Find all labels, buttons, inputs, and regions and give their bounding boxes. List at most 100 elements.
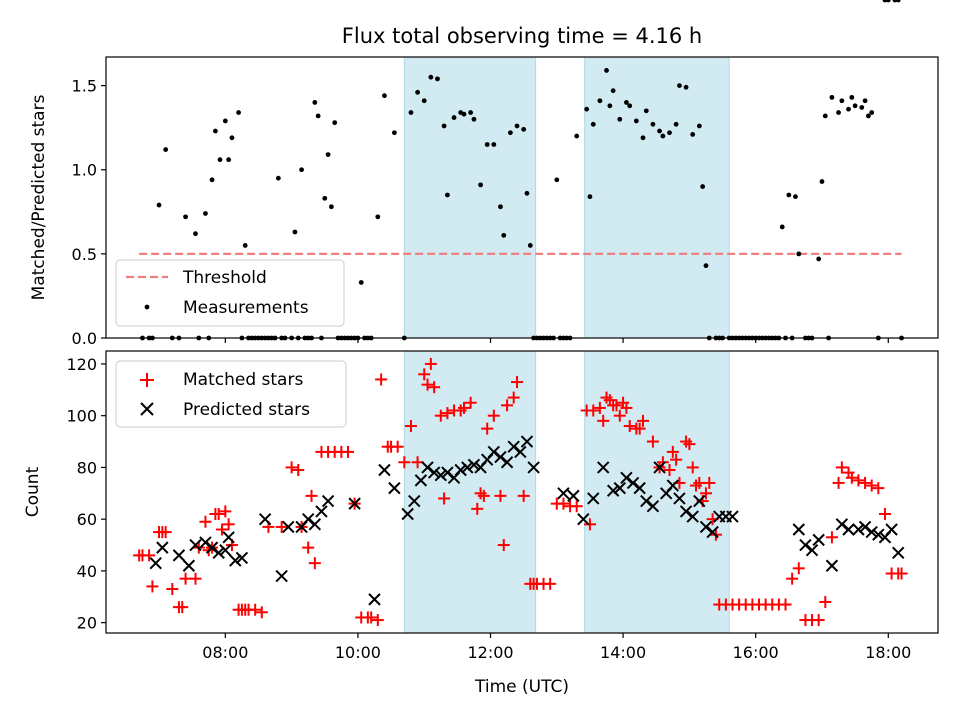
matched-star-point bbox=[365, 611, 378, 624]
matched-star-point bbox=[825, 531, 838, 544]
measurement-point bbox=[819, 179, 825, 184]
matched-star-point bbox=[424, 357, 437, 370]
measurement-point bbox=[468, 110, 474, 115]
predicted-star-point bbox=[258, 512, 272, 526]
y-tick-label: 100 bbox=[66, 407, 97, 426]
predicted-star-point bbox=[666, 479, 680, 492]
matched-star-point bbox=[517, 489, 530, 502]
predicted-star-point bbox=[149, 556, 162, 570]
measurement-point bbox=[865, 113, 871, 119]
measurement-point bbox=[836, 110, 841, 115]
measurement-point bbox=[683, 84, 689, 90]
predicted-star-point bbox=[282, 520, 295, 534]
measurement-point bbox=[491, 142, 497, 147]
measurement-point bbox=[524, 190, 530, 196]
matched-star-point bbox=[872, 482, 885, 495]
bottom-axes-frame bbox=[105, 350, 939, 634]
measurement-point bbox=[193, 231, 198, 237]
matched-star-point bbox=[434, 409, 447, 422]
matched-star-point bbox=[583, 518, 596, 531]
matched-star-point bbox=[471, 502, 484, 515]
matched-star-point bbox=[779, 598, 792, 611]
matched-star-point bbox=[819, 595, 832, 608]
x-tick-label: 08:00 bbox=[202, 643, 248, 662]
matched-star-point bbox=[501, 399, 514, 412]
matched-star-point bbox=[494, 489, 507, 502]
predicted-star-point bbox=[308, 518, 322, 531]
y-tick-label: 80 bbox=[77, 458, 97, 477]
legend-matched-label: Matched stars bbox=[183, 370, 303, 390]
predicted-star-point bbox=[348, 497, 361, 510]
measurement-point bbox=[325, 152, 331, 157]
measurement-point bbox=[375, 214, 381, 220]
measurement-point bbox=[382, 93, 387, 99]
measurement-point bbox=[358, 280, 364, 285]
measurement-point bbox=[445, 192, 450, 198]
measurement-points bbox=[140, 0, 904, 341]
bottom-legend-box bbox=[115, 360, 347, 428]
predicted-stars-points bbox=[149, 435, 905, 606]
legend-predicted-swatch bbox=[140, 402, 154, 416]
matched-star-point bbox=[597, 414, 610, 427]
bottom-y-axis-label: Count bbox=[23, 466, 43, 517]
predicted-star-point bbox=[693, 494, 706, 508]
y-tick-label: 40 bbox=[77, 562, 97, 581]
measurement-point bbox=[484, 142, 490, 147]
predicted-star-point bbox=[892, 546, 905, 560]
predicted-star-point bbox=[626, 476, 640, 490]
measurement-point bbox=[222, 118, 228, 124]
measurement-point bbox=[796, 251, 802, 257]
measurement-point bbox=[242, 243, 248, 248]
matched-star-point bbox=[371, 614, 384, 627]
measurement-point bbox=[408, 110, 414, 115]
matched-star-point bbox=[593, 401, 606, 414]
predicted-star-point bbox=[222, 531, 235, 544]
predicted-star-point bbox=[835, 518, 849, 531]
legend-measurements-label: Measurements bbox=[183, 298, 309, 318]
y-tick-label: 60 bbox=[77, 510, 97, 529]
predicted-star-point bbox=[699, 520, 713, 534]
matched-star-point bbox=[391, 440, 404, 453]
predicted-star-point bbox=[199, 536, 212, 549]
shaded-interval-0 bbox=[403, 56, 537, 339]
predicted-star-point bbox=[219, 544, 232, 557]
matched-star-point bbox=[666, 445, 679, 458]
matched-star-point bbox=[610, 399, 623, 412]
matched-star-point bbox=[865, 479, 878, 492]
legend-threshold-label: Threshold bbox=[182, 268, 267, 288]
matched-star-point bbox=[176, 601, 189, 614]
measurement-point bbox=[627, 103, 633, 109]
measurement-point bbox=[604, 68, 609, 73]
matched-star-point bbox=[613, 409, 626, 422]
measurement-point bbox=[822, 113, 828, 119]
measurement-point bbox=[312, 100, 318, 105]
predicted-star-point bbox=[577, 512, 590, 526]
matched-star-point bbox=[487, 409, 500, 422]
matched-star-point bbox=[398, 456, 411, 469]
chart-title: Flux total observing time = 4.16 h bbox=[342, 24, 702, 48]
matched-star-point bbox=[636, 414, 649, 427]
matched-star-point bbox=[457, 401, 470, 414]
top-y-axis-label: Matched/Predicted stars bbox=[29, 94, 49, 300]
predicted-star-point bbox=[487, 445, 501, 459]
predicted-star-point bbox=[467, 458, 481, 472]
measurement-point bbox=[696, 123, 702, 129]
shaded-interval-0 bbox=[403, 350, 537, 634]
matched-star-point bbox=[544, 577, 557, 590]
measurement-point bbox=[829, 94, 835, 100]
measurement-point bbox=[421, 98, 427, 104]
matched-star-point bbox=[418, 368, 431, 381]
legend-matched-swatch bbox=[140, 373, 154, 387]
matched-star-point bbox=[507, 391, 520, 404]
measurement-point bbox=[415, 89, 420, 95]
matched-star-point bbox=[703, 476, 716, 489]
measurement-point bbox=[839, 98, 845, 104]
measurement-point bbox=[660, 133, 666, 139]
matched-star-point bbox=[438, 492, 451, 505]
measurement-point bbox=[885, 0, 891, 3]
predicted-star-point bbox=[229, 554, 242, 567]
measurement-point bbox=[236, 110, 241, 115]
matched-star-point bbox=[587, 404, 600, 417]
measurement-point bbox=[673, 121, 679, 127]
predicted-star-point bbox=[885, 523, 898, 536]
